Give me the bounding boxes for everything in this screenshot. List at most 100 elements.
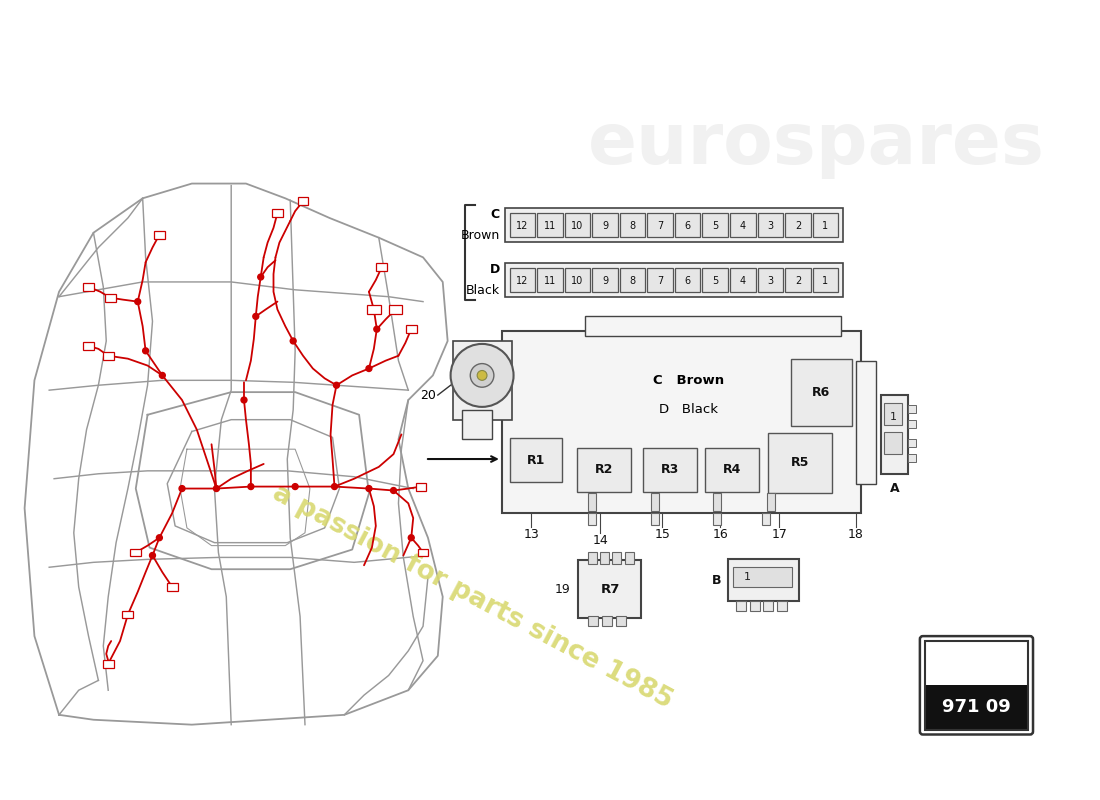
Circle shape <box>179 486 185 491</box>
Text: 11: 11 <box>543 221 557 231</box>
FancyBboxPatch shape <box>791 359 852 426</box>
Text: Black: Black <box>465 284 499 297</box>
Text: 4: 4 <box>739 276 746 286</box>
Circle shape <box>333 382 340 388</box>
Text: 1: 1 <box>823 276 828 286</box>
Text: 15: 15 <box>654 528 670 542</box>
Bar <box>785 213 811 237</box>
Bar <box>564 213 591 237</box>
FancyBboxPatch shape <box>705 448 759 492</box>
Circle shape <box>150 553 155 558</box>
Text: R6: R6 <box>813 386 830 399</box>
Text: 12: 12 <box>516 221 529 231</box>
Text: D: D <box>490 263 499 276</box>
Bar <box>925 641 1028 686</box>
Bar <box>588 494 596 511</box>
Bar <box>505 208 843 242</box>
Text: 4: 4 <box>739 221 746 231</box>
Bar <box>648 213 673 237</box>
FancyBboxPatch shape <box>642 448 697 492</box>
Text: 7: 7 <box>657 276 663 286</box>
Bar <box>703 213 728 237</box>
Circle shape <box>451 344 514 407</box>
Bar <box>588 617 598 626</box>
Circle shape <box>477 370 487 380</box>
Circle shape <box>390 487 396 494</box>
Bar <box>785 268 811 292</box>
Bar <box>502 331 861 513</box>
Bar <box>104 294 116 302</box>
Bar <box>925 641 1028 730</box>
FancyBboxPatch shape <box>768 433 832 493</box>
Text: D   Black: D Black <box>659 403 718 416</box>
Text: 5: 5 <box>712 276 718 286</box>
Circle shape <box>366 366 372 371</box>
Bar <box>537 213 563 237</box>
Bar <box>102 352 113 360</box>
Bar <box>909 439 916 447</box>
Text: 1: 1 <box>745 572 751 582</box>
Text: 13: 13 <box>524 528 539 542</box>
Bar <box>619 213 646 237</box>
Text: 2: 2 <box>795 221 801 231</box>
Bar <box>367 305 381 314</box>
Bar <box>592 213 618 237</box>
Bar <box>813 213 838 237</box>
Text: 12: 12 <box>516 276 529 286</box>
Bar <box>884 403 902 425</box>
Circle shape <box>213 486 219 491</box>
Text: R3: R3 <box>661 463 679 476</box>
Text: 971 09: 971 09 <box>942 698 1011 717</box>
Bar <box>588 513 596 525</box>
Text: 20: 20 <box>420 389 436 402</box>
Text: B: B <box>712 574 720 586</box>
Text: 6: 6 <box>684 276 691 286</box>
Bar <box>619 268 646 292</box>
Circle shape <box>160 373 165 378</box>
Circle shape <box>156 534 163 541</box>
Text: 7: 7 <box>657 221 663 231</box>
Text: 18: 18 <box>848 528 864 542</box>
Text: 3: 3 <box>768 221 773 231</box>
Text: A: A <box>890 482 899 495</box>
Bar <box>730 268 756 292</box>
Bar <box>728 559 799 601</box>
Bar <box>736 601 746 610</box>
Bar <box>298 198 308 206</box>
FancyBboxPatch shape <box>578 448 631 492</box>
Circle shape <box>408 534 415 541</box>
Bar <box>585 361 842 430</box>
Bar <box>388 305 403 314</box>
Text: R5: R5 <box>791 457 808 470</box>
Text: 14: 14 <box>592 534 608 547</box>
Bar <box>131 549 141 557</box>
Bar <box>84 283 94 290</box>
Bar <box>758 213 783 237</box>
Bar <box>856 361 876 484</box>
Bar <box>592 268 618 292</box>
Circle shape <box>290 338 296 344</box>
Text: C   Brown: C Brown <box>653 374 724 387</box>
Bar <box>675 268 701 292</box>
Text: 17: 17 <box>771 528 788 542</box>
Bar <box>733 567 792 587</box>
Bar <box>730 213 756 237</box>
Bar <box>418 549 429 557</box>
Circle shape <box>241 397 246 403</box>
Text: 8: 8 <box>629 221 636 231</box>
Bar <box>713 513 722 525</box>
Bar <box>602 617 612 626</box>
Bar <box>564 268 591 292</box>
Bar <box>925 686 1028 730</box>
Bar <box>880 395 909 474</box>
Bar <box>167 583 177 591</box>
Text: 19: 19 <box>554 583 571 596</box>
Circle shape <box>366 486 372 491</box>
Text: Brown: Brown <box>461 229 499 242</box>
Text: 2: 2 <box>795 276 801 286</box>
Bar <box>884 433 902 454</box>
Bar <box>122 610 133 618</box>
Bar <box>376 263 387 271</box>
Bar <box>763 601 773 610</box>
Text: R2: R2 <box>595 463 614 476</box>
